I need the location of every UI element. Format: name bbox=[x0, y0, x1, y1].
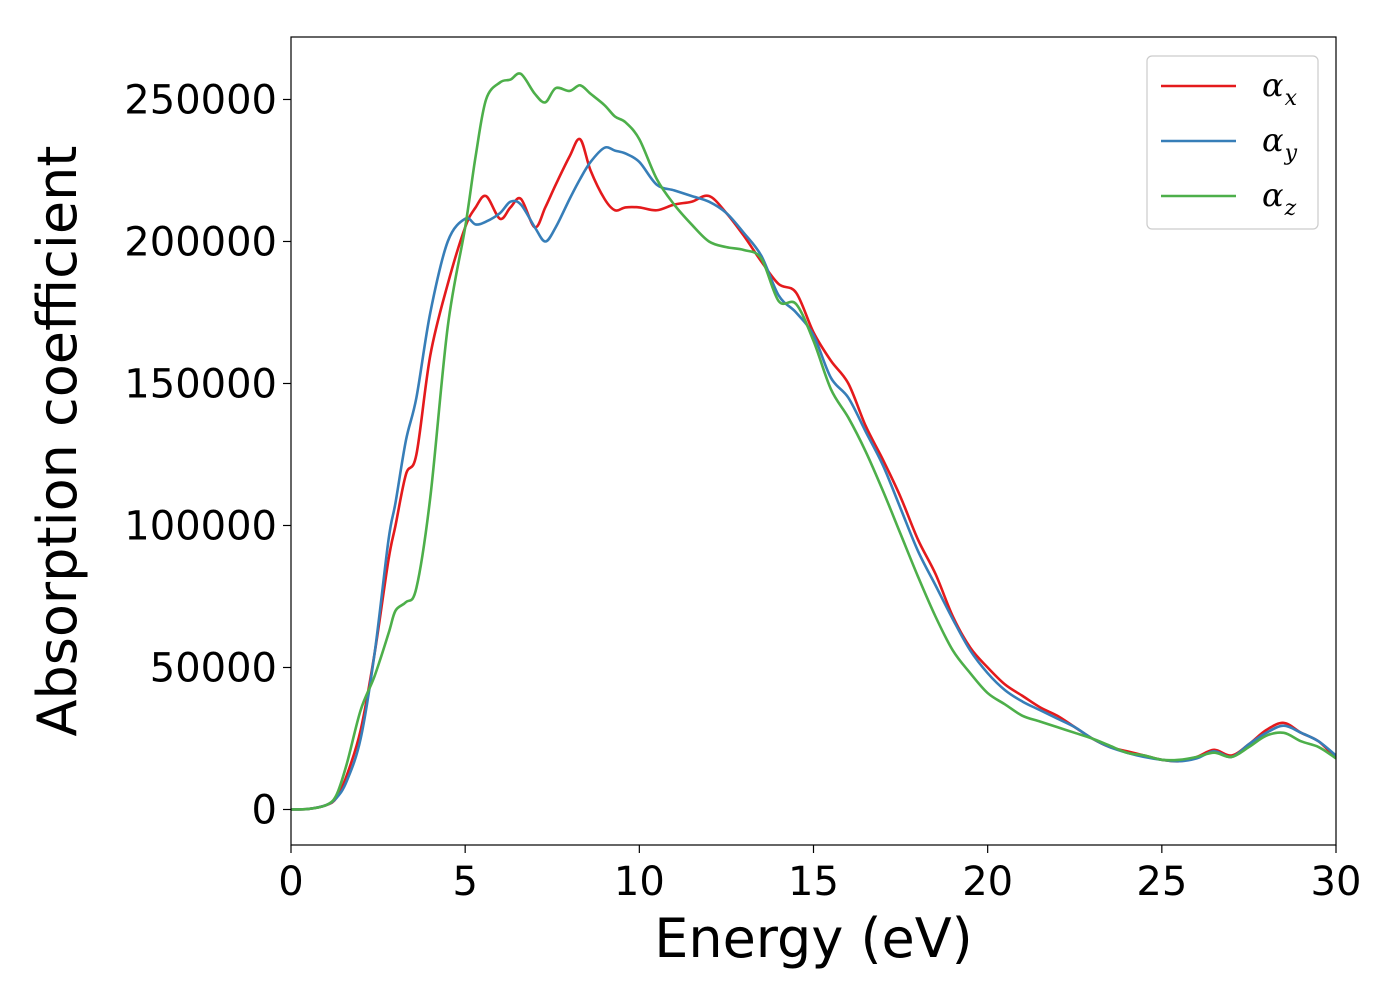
x-axis-title: Energy (eV) bbox=[654, 907, 973, 970]
y-tick-label: 0 bbox=[252, 787, 277, 833]
legend-label-z: αz bbox=[1262, 176, 1297, 221]
y-axis: 0 50000 100000 150000 200000 250000 bbox=[124, 77, 291, 833]
y-axis-title: Absorption coefficient bbox=[26, 146, 89, 737]
x-tick-label: 25 bbox=[1136, 859, 1187, 905]
y-tick-label: 100000 bbox=[124, 503, 277, 549]
y-tick-label: 250000 bbox=[124, 77, 277, 123]
x-axis: 0 5 10 15 20 25 30 bbox=[278, 845, 1361, 905]
x-tick-label: 15 bbox=[788, 859, 839, 905]
legend-label-y: αy bbox=[1262, 121, 1298, 166]
series-layer bbox=[291, 72, 1336, 811]
x-tick-label: 0 bbox=[278, 859, 303, 905]
legend-box bbox=[1146, 55, 1319, 230]
y-tick-label: 150000 bbox=[124, 361, 277, 407]
y-tick-label: 200000 bbox=[124, 219, 277, 265]
x-tick-label: 10 bbox=[614, 859, 665, 905]
legend-label-x: αx bbox=[1262, 66, 1298, 111]
y-tick-label: 50000 bbox=[150, 645, 277, 691]
x-tick-label: 30 bbox=[1311, 859, 1362, 905]
series-line-z bbox=[291, 72, 1336, 811]
x-tick-label: 20 bbox=[962, 859, 1013, 905]
x-tick-label: 5 bbox=[452, 859, 477, 905]
legend: αx αy αz bbox=[1146, 55, 1319, 230]
series-line-y bbox=[291, 145, 1336, 811]
